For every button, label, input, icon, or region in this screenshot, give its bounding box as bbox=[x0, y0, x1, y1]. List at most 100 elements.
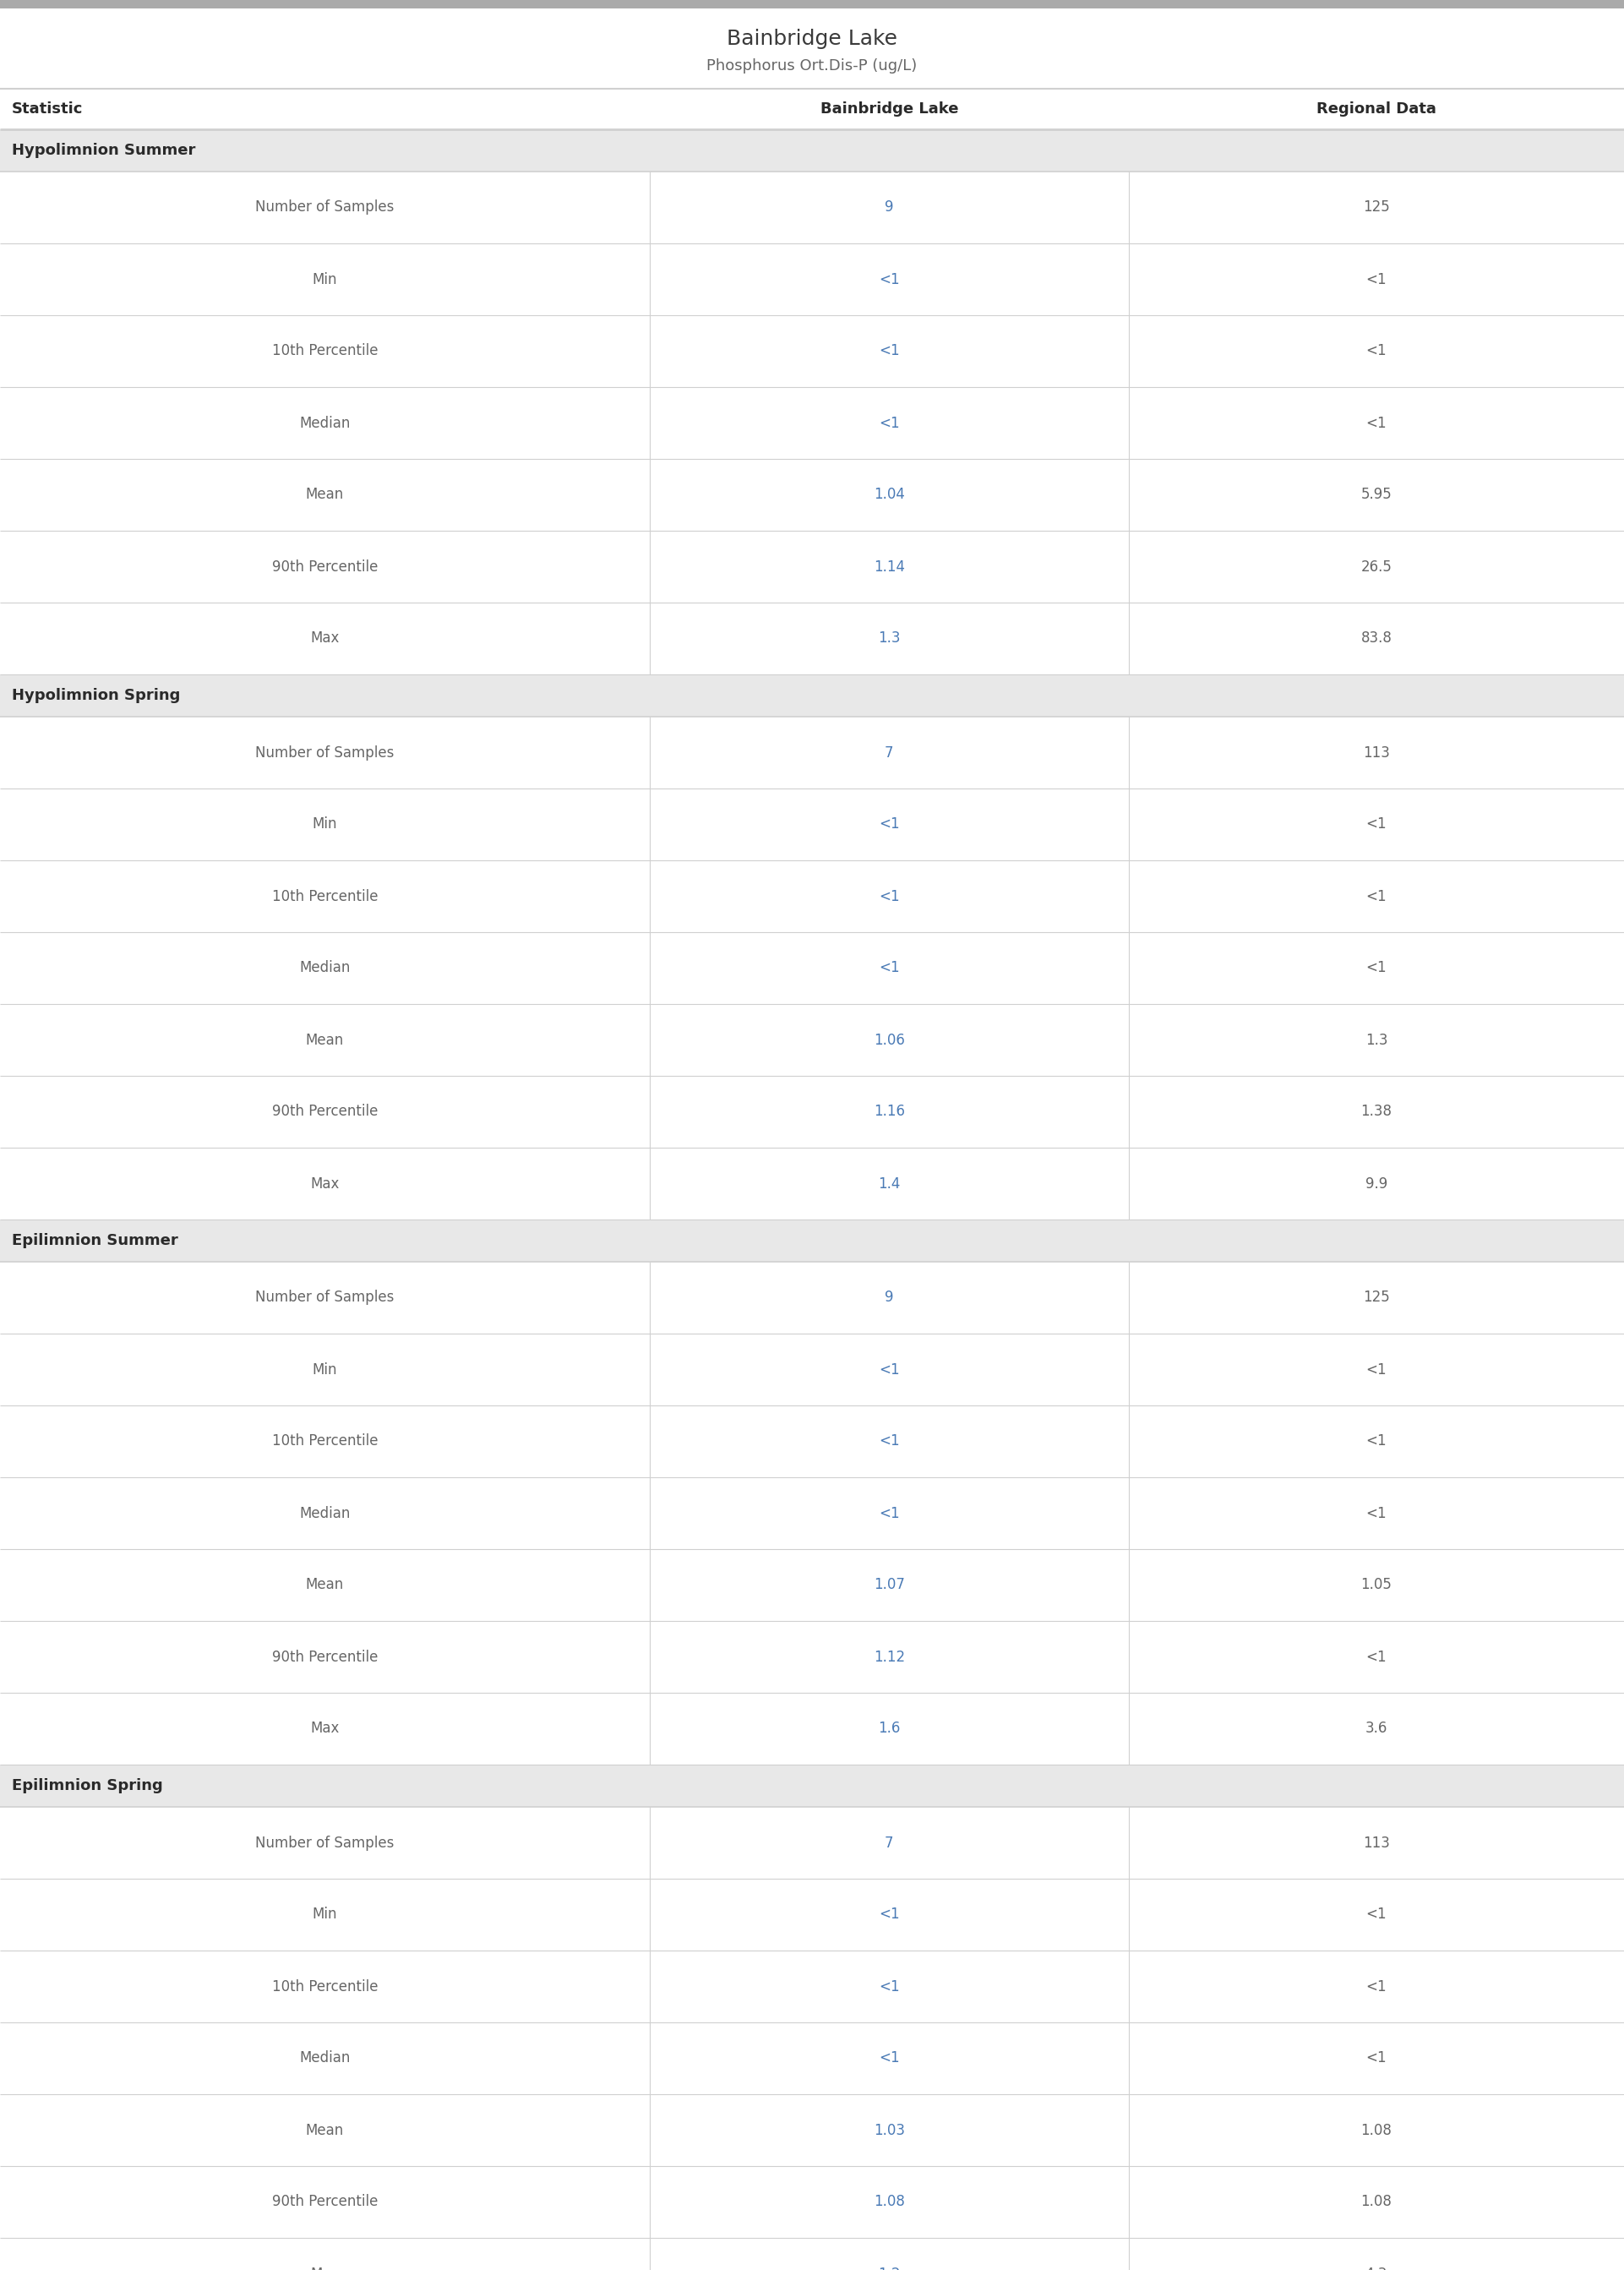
Text: 113: 113 bbox=[1363, 1834, 1390, 1850]
Text: 83.8: 83.8 bbox=[1361, 631, 1392, 647]
Text: 9.9: 9.9 bbox=[1366, 1176, 1387, 1192]
Text: Min: Min bbox=[312, 1907, 338, 1923]
Bar bbox=[0, 388, 1624, 459]
Bar bbox=[0, 1149, 1624, 1219]
Text: 1.3: 1.3 bbox=[879, 631, 900, 647]
Bar bbox=[0, 1950, 1624, 2023]
Bar bbox=[0, 459, 1624, 531]
Text: <1: <1 bbox=[1366, 1362, 1387, 1378]
Text: 113: 113 bbox=[1363, 745, 1390, 760]
Bar bbox=[0, 1219, 1624, 1262]
Bar bbox=[0, 316, 1624, 388]
Text: Median: Median bbox=[299, 1505, 351, 1521]
Text: Mean: Mean bbox=[305, 2122, 344, 2138]
Text: Max: Max bbox=[310, 2265, 339, 2270]
Text: <1: <1 bbox=[879, 1907, 900, 1923]
Bar bbox=[0, 788, 1624, 860]
Text: Number of Samples: Number of Samples bbox=[255, 1289, 395, 1305]
Text: 1.06: 1.06 bbox=[874, 1033, 905, 1046]
Text: 1.05: 1.05 bbox=[1361, 1578, 1392, 1594]
Text: Mean: Mean bbox=[305, 1578, 344, 1594]
Text: Median: Median bbox=[299, 960, 351, 976]
Text: <1: <1 bbox=[1366, 1907, 1387, 1923]
Text: 90th Percentile: 90th Percentile bbox=[271, 1103, 378, 1119]
Text: 7: 7 bbox=[885, 745, 893, 760]
Bar bbox=[0, 860, 1624, 933]
Text: <1: <1 bbox=[1366, 960, 1387, 976]
Text: 90th Percentile: 90th Percentile bbox=[271, 2195, 378, 2209]
Text: Epilimnion Summer: Epilimnion Summer bbox=[11, 1233, 179, 1248]
Text: <1: <1 bbox=[879, 1979, 900, 1993]
Text: Max: Max bbox=[310, 1721, 339, 1737]
Text: Epilimnion Spring: Epilimnion Spring bbox=[11, 1777, 162, 1793]
Bar bbox=[0, 1621, 1624, 1693]
Bar bbox=[0, 933, 1624, 1003]
Text: <1: <1 bbox=[879, 888, 900, 903]
Text: Min: Min bbox=[312, 1362, 338, 1378]
Text: <1: <1 bbox=[879, 1505, 900, 1521]
Bar bbox=[0, 1764, 1624, 1807]
Text: <1: <1 bbox=[879, 343, 900, 359]
Text: 1.07: 1.07 bbox=[874, 1578, 905, 1594]
Text: 1.08: 1.08 bbox=[1361, 2195, 1392, 2209]
Text: <1: <1 bbox=[1366, 1979, 1387, 1993]
Text: Bainbridge Lake: Bainbridge Lake bbox=[820, 102, 958, 116]
Text: 1.14: 1.14 bbox=[874, 558, 905, 574]
Bar bbox=[0, 1003, 1624, 1076]
Text: Max: Max bbox=[310, 1176, 339, 1192]
Text: 125: 125 bbox=[1363, 1289, 1390, 1305]
Text: Mean: Mean bbox=[305, 488, 344, 502]
Text: 1.04: 1.04 bbox=[874, 488, 905, 502]
Bar bbox=[0, 1880, 1624, 1950]
Text: <1: <1 bbox=[879, 2050, 900, 2066]
Text: 1.2: 1.2 bbox=[879, 2265, 900, 2270]
Bar bbox=[0, 243, 1624, 316]
Bar bbox=[0, 1807, 1624, 1880]
Text: 1.6: 1.6 bbox=[879, 1721, 900, 1737]
Text: <1: <1 bbox=[1366, 1435, 1387, 1448]
Text: Mean: Mean bbox=[305, 1033, 344, 1046]
Bar bbox=[0, 0, 1624, 9]
Text: 3.6: 3.6 bbox=[1366, 1721, 1387, 1737]
Text: 10th Percentile: 10th Percentile bbox=[271, 888, 378, 903]
Bar bbox=[0, 1332, 1624, 1405]
Text: Statistic: Statistic bbox=[11, 102, 83, 116]
Text: 4.3: 4.3 bbox=[1366, 2265, 1387, 2270]
Bar bbox=[0, 2238, 1624, 2270]
Bar bbox=[0, 129, 1624, 173]
Text: <1: <1 bbox=[1366, 272, 1387, 286]
Text: 1.38: 1.38 bbox=[1361, 1103, 1392, 1119]
Text: <1: <1 bbox=[1366, 1650, 1387, 1664]
Text: 1.4: 1.4 bbox=[879, 1176, 900, 1192]
Text: Median: Median bbox=[299, 415, 351, 431]
Bar bbox=[0, 602, 1624, 674]
Bar bbox=[0, 1478, 1624, 1548]
Text: Hypolimnion Spring: Hypolimnion Spring bbox=[11, 688, 180, 704]
Text: Number of Samples: Number of Samples bbox=[255, 745, 395, 760]
Text: <1: <1 bbox=[879, 1362, 900, 1378]
Text: <1: <1 bbox=[1366, 2050, 1387, 2066]
Text: Min: Min bbox=[312, 817, 338, 833]
Bar bbox=[0, 1693, 1624, 1764]
Text: 10th Percentile: 10th Percentile bbox=[271, 343, 378, 359]
Text: Max: Max bbox=[310, 631, 339, 647]
Text: <1: <1 bbox=[879, 415, 900, 431]
Text: 125: 125 bbox=[1363, 200, 1390, 216]
Text: 1.16: 1.16 bbox=[874, 1103, 905, 1119]
Bar bbox=[0, 89, 1624, 129]
Text: <1: <1 bbox=[1366, 888, 1387, 903]
Bar bbox=[0, 1076, 1624, 1149]
Text: <1: <1 bbox=[879, 1435, 900, 1448]
Text: <1: <1 bbox=[879, 272, 900, 286]
Bar bbox=[0, 674, 1624, 717]
Text: Number of Samples: Number of Samples bbox=[255, 1834, 395, 1850]
Bar bbox=[0, 2023, 1624, 2095]
Text: 90th Percentile: 90th Percentile bbox=[271, 558, 378, 574]
Text: 7: 7 bbox=[885, 1834, 893, 1850]
Text: 1.3: 1.3 bbox=[1366, 1033, 1387, 1046]
Bar bbox=[0, 9, 1624, 89]
Text: Min: Min bbox=[312, 272, 338, 286]
Text: <1: <1 bbox=[1366, 1505, 1387, 1521]
Text: 9: 9 bbox=[885, 200, 893, 216]
Bar bbox=[0, 2095, 1624, 2166]
